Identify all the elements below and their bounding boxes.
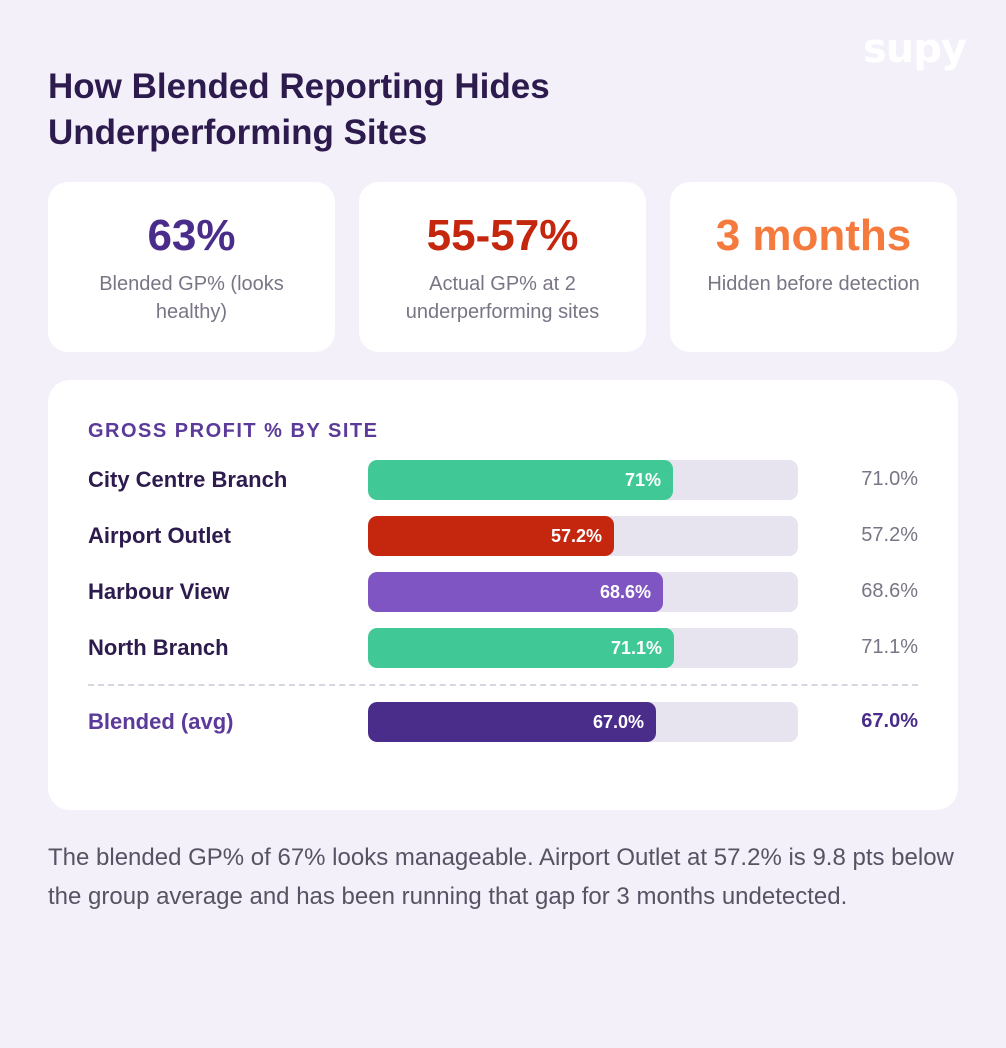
bar-value-label: 67.0% [861,710,918,732]
bar-category-label: Harbour View [88,579,230,604]
stat-card-hidden-duration: 3 months Hidden before detection [670,182,957,352]
bar-category-label: City Centre Branch [88,467,288,492]
stat-card-blended-gp: 63% Blended GP% (looks healthy) [48,182,335,352]
bar: 67.0% [368,702,656,742]
bar-row: Harbour View 68.6% 68.6% [88,572,918,612]
bar-track: 57.2% [368,516,798,556]
bar: 57.2% [368,516,614,556]
stat-label: Actual GP% at 2 underperforming sites [405,273,600,323]
bar-track: 71.1% [368,628,798,668]
bar: 71.1% [368,628,674,668]
bar-row: North Branch 71.1% 71.1% [88,628,918,668]
stat-value: 55-57% [426,211,579,260]
chart-divider [88,684,918,686]
bar-value-label: 57.2% [861,524,918,546]
bar: 71% [368,460,673,500]
bar-value-label: 71.0% [861,468,918,490]
bar-category-label: Airport Outlet [88,523,231,548]
bar-value-label: 71.1% [861,636,918,658]
bar-category-label: Blended (avg) [88,709,234,734]
bar-track: 68.6% [368,572,798,612]
bar-row: Airport Outlet 57.2% 57.2% [88,516,918,556]
summary-caption: The blended GP% of 67% looks manageable.… [48,844,954,910]
bar-category-label: North Branch [88,635,229,660]
bar-row: Blended (avg) 67.0% 67.0% [88,702,918,742]
bar-track: 71% [368,460,798,500]
stat-value: 63% [147,211,236,260]
stat-card-actual-gp: 55-57% Actual GP% at 2 underperforming s… [359,182,646,352]
page-title: How Blended Reporting Hides Underperform… [48,67,550,152]
gp-by-site-chart: GROSS PROFIT % BY SITE City Centre Branc… [48,380,958,810]
bar-track: 67.0% [368,702,798,742]
stat-label: Blended GP% (looks healthy) [99,273,284,323]
stat-cards: 63% Blended GP% (looks healthy) 55-57% A… [48,182,958,352]
bar-row: City Centre Branch 71% 71.0% [88,460,918,500]
stat-value: 3 months [715,211,912,260]
chart-title: GROSS PROFIT % BY SITE [88,420,379,442]
bar-value-label: 68.6% [861,580,918,602]
supy-logo: supy [863,26,967,72]
bar: 68.6% [368,572,663,612]
stat-label: Hidden before detection [707,273,920,295]
